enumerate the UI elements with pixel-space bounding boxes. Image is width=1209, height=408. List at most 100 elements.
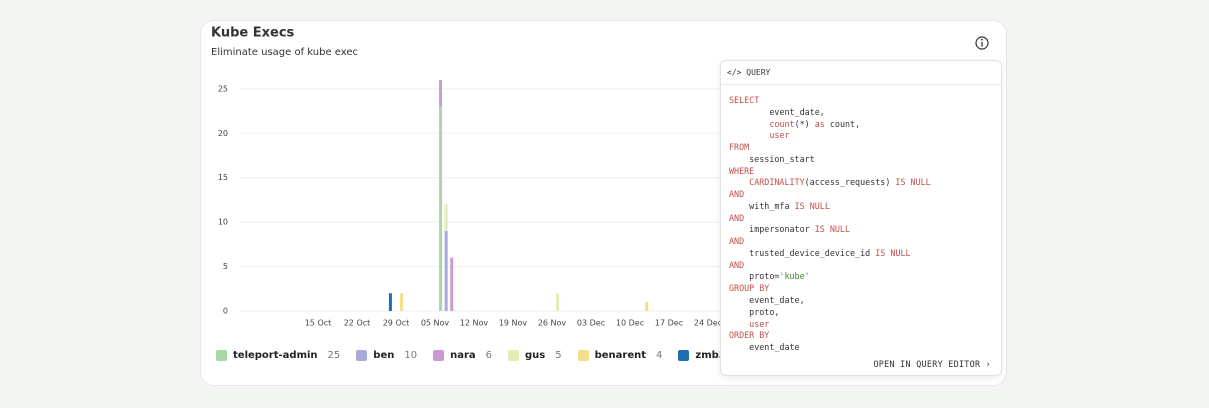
- legend-name: benarent: [594, 350, 647, 361]
- x-tick-label: 17 Dec: [655, 319, 683, 328]
- code-token: FROM: [729, 142, 750, 153]
- code-token: ORDER BY: [729, 330, 770, 341]
- y-tick-label: 20: [218, 129, 228, 138]
- y-tick-label: 0: [223, 307, 228, 316]
- x-tick-label: 29 Oct: [383, 319, 410, 328]
- code-token: as: [814, 118, 825, 129]
- bar-segment: [450, 257, 454, 311]
- x-tick-label: 05 Nov: [421, 319, 450, 328]
- query-panel: </> QUERY SELECT event_date, count(*) as…: [720, 60, 1002, 376]
- legend-swatch: [216, 350, 227, 361]
- legend-swatch: [433, 350, 445, 361]
- code-line: AND: [729, 260, 931, 272]
- open-query-editor[interactable]: OPEN IN QUERY EDITOR ›: [873, 359, 991, 369]
- code-line: CARDINALITY(access_requests) IS NULL: [729, 177, 931, 189]
- card-title: Kube Execs: [211, 26, 295, 41]
- legend-swatch: [577, 350, 589, 361]
- bar-segment: [439, 80, 443, 107]
- code-token: count,: [824, 118, 861, 129]
- code-token: 'kube': [779, 271, 810, 282]
- code-line: WHERE: [729, 166, 931, 178]
- legend: teleport-admin 25 ben 10 nara 6 gus 5 benarent 4 z…: [216, 350, 742, 361]
- code-token: [729, 130, 769, 140]
- code-token: (*): [794, 118, 815, 129]
- code-token: [729, 177, 749, 187]
- legend-name: teleport-admin: [233, 350, 318, 361]
- code-token: proto=: [729, 271, 780, 282]
- x-tick-label: 12 Nov: [460, 319, 489, 328]
- info-icon[interactable]: [975, 36, 989, 50]
- code-token: CARDINALITY: [749, 177, 805, 188]
- code-token: with_mfa: [729, 200, 795, 211]
- legend-swatch: [508, 350, 519, 361]
- code-token: IS NULL: [875, 247, 911, 258]
- x-tick-label: 26 Nov: [538, 319, 567, 328]
- code-line: GROUP BY: [729, 283, 931, 295]
- code-token: session_start: [729, 153, 815, 164]
- code-token: event_date,: [729, 295, 805, 306]
- code-line: count(*) as count,: [729, 119, 931, 131]
- legend-item: teleport-admin 25: [216, 350, 340, 361]
- code-token: SELECT: [729, 95, 760, 105]
- code-line: AND: [729, 189, 931, 201]
- x-tick-label: 03 Dec: [577, 319, 605, 328]
- code-token: (access_requests): [804, 177, 896, 188]
- bar-segment: [388, 293, 392, 311]
- code-token: impersonator: [729, 224, 815, 235]
- legend-name: zmb3: [695, 350, 726, 361]
- code-line: trusted_device_device_id IS NULL: [729, 248, 931, 260]
- bar-segment: [400, 293, 404, 311]
- legend-swatch: [356, 350, 368, 361]
- x-tick-label: 22 Oct: [344, 319, 371, 328]
- legend-total: 6: [485, 350, 492, 361]
- code-token: event_date: [729, 342, 800, 353]
- y-tick-label: 5: [223, 262, 228, 271]
- code-line: event_date,: [729, 295, 931, 307]
- code-line: user: [729, 319, 931, 331]
- code-token: GROUP BY: [729, 283, 770, 294]
- bar-segment: [444, 204, 448, 232]
- code-line: user: [729, 130, 931, 142]
- code-line: ORDER BY: [729, 330, 931, 342]
- code-line: SELECT: [729, 95, 931, 107]
- code-line: proto,: [729, 307, 931, 319]
- legend-name: ben: [373, 350, 395, 361]
- query-code: SELECT event_date, count(*) as count, us…: [729, 95, 931, 354]
- code-line: AND: [729, 236, 931, 248]
- code-line: proto='kube': [729, 271, 931, 283]
- legend-total: 10: [404, 350, 418, 361]
- code-token: IS NULL: [814, 224, 851, 235]
- legend-item: ben 10: [356, 350, 417, 361]
- code-token: IS NULL: [794, 200, 830, 211]
- legend-name: nara: [450, 350, 476, 361]
- code-token: IS NULL: [895, 177, 931, 188]
- code-line: session_start: [729, 154, 931, 166]
- code-line: FROM: [729, 142, 931, 154]
- card-subtitle: Eliminate usage of kube exec: [211, 47, 358, 58]
- code-token: [729, 319, 749, 329]
- x-tick-label: 10 Dec: [616, 319, 644, 328]
- legend-name: gus: [525, 350, 546, 361]
- code-token: count: [769, 118, 795, 129]
- legend-total: 5: [555, 350, 562, 361]
- bar-segment: [645, 302, 649, 311]
- code-token: user: [749, 318, 770, 329]
- code-token: AND: [729, 236, 745, 247]
- code-token: AND: [729, 189, 745, 200]
- y-tick-label: 10: [218, 218, 228, 227]
- code-line: impersonator IS NULL: [729, 224, 931, 236]
- legend-item: benarent 4: [577, 350, 662, 361]
- code-token: AND: [729, 212, 745, 223]
- legend-swatch: [678, 350, 690, 361]
- bar-segment: [444, 231, 448, 311]
- bar-segment: [439, 106, 443, 312]
- bar-segment: [556, 293, 560, 311]
- legend-item: nara 6: [433, 350, 492, 361]
- code-token: user: [769, 130, 790, 141]
- y-tick-label: 25: [218, 84, 228, 93]
- x-tick-label: 15 Oct: [305, 319, 332, 328]
- code-token: trusted_device_device_id: [729, 247, 876, 258]
- legend-total: 25: [327, 350, 341, 361]
